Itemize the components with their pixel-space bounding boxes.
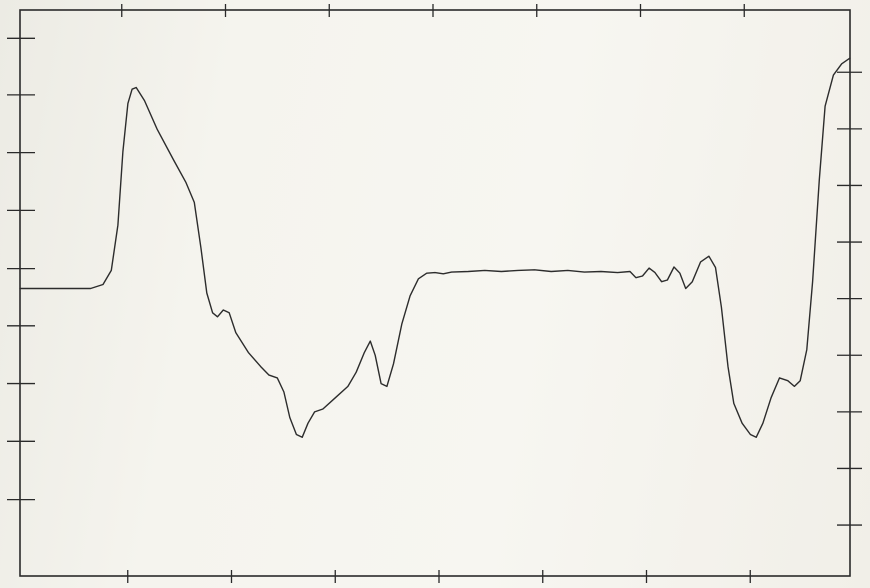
series-line — [19, 57, 851, 438]
plot-frame — [19, 9, 851, 577]
tick-marks — [7, 4, 862, 583]
